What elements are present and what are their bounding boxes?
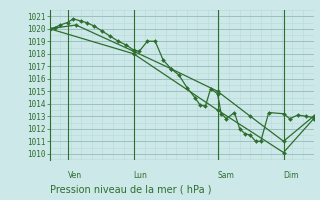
Text: Pression niveau de la mer ( hPa ): Pression niveau de la mer ( hPa ) [50,184,211,194]
Text: Lun: Lun [133,171,148,180]
Text: Sam: Sam [218,171,234,180]
Text: Dim: Dim [284,171,299,180]
Text: Ven: Ven [68,171,82,180]
